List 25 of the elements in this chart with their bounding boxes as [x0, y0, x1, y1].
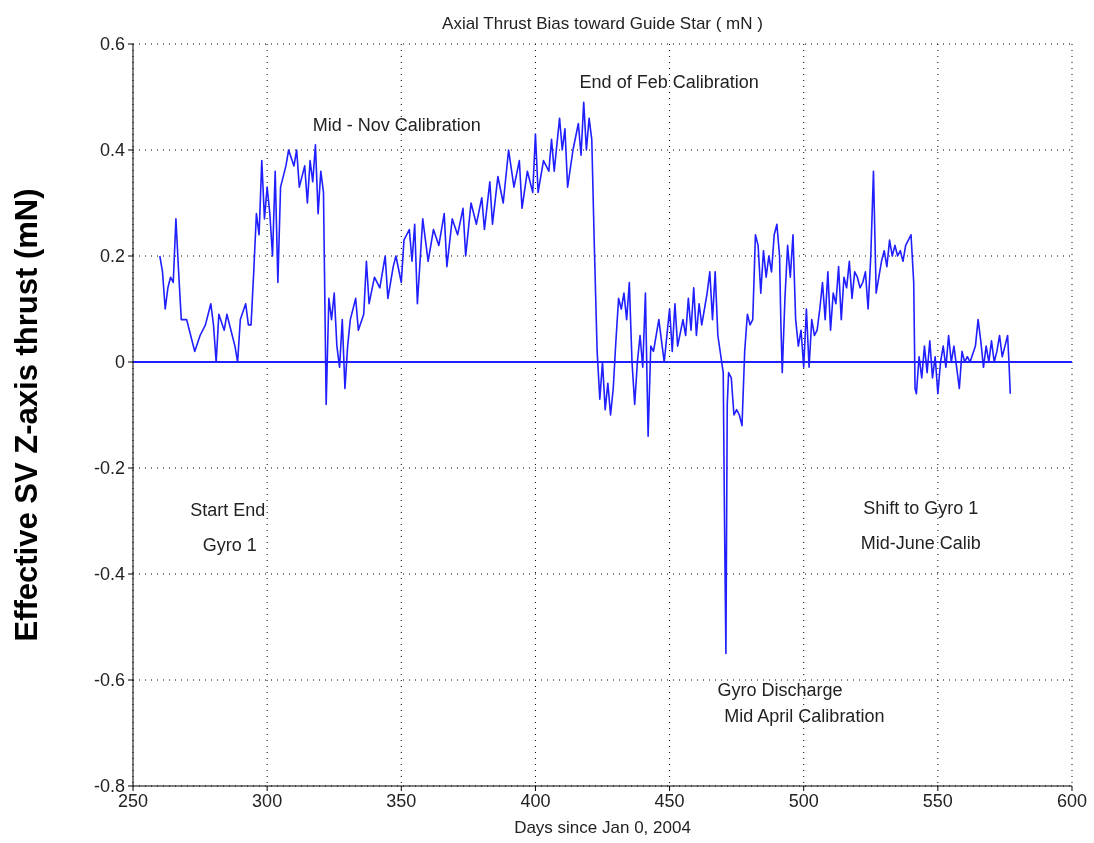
y-tick-label: -0.6	[93, 670, 125, 691]
x-tick-label: 550	[922, 790, 953, 811]
x-tick-label: 400	[520, 790, 551, 811]
chart-title: Axial Thrust Bias toward Guide Star ( mN )	[441, 14, 764, 34]
x-tick-label: 500	[788, 790, 819, 811]
annotation: Start End	[190, 499, 266, 521]
y-axis-title: Effective SV Z-axis thrust (mN)	[9, 188, 45, 642]
annotation: Mid-June Calib	[860, 532, 981, 554]
x-tick-label: 300	[252, 790, 283, 811]
y-tick-label: 0	[114, 352, 125, 373]
y-tick-label: 0.4	[99, 140, 125, 161]
y-tick-label: 0.2	[99, 246, 125, 267]
y-tick-label: -0.4	[93, 564, 125, 585]
annotation: Mid - Nov Calibration	[312, 114, 481, 136]
x-axis-title: Days since Jan 0, 2004	[514, 818, 691, 837]
annotation: Gyro 1	[202, 534, 257, 556]
x-tick-label: 450	[654, 790, 685, 811]
annotation: Gyro Discharge	[717, 679, 843, 701]
y-tick-label: 0.6	[99, 34, 125, 55]
y-tick-label: -0.2	[93, 458, 125, 479]
x-tick-label: 350	[386, 790, 417, 811]
annotation: Mid April Calibration	[724, 705, 885, 727]
x-tick-label: 600	[1056, 790, 1088, 811]
annotation: End of Feb Calibration	[579, 71, 759, 93]
annotation: Shift to Gyro 1	[863, 497, 979, 519]
